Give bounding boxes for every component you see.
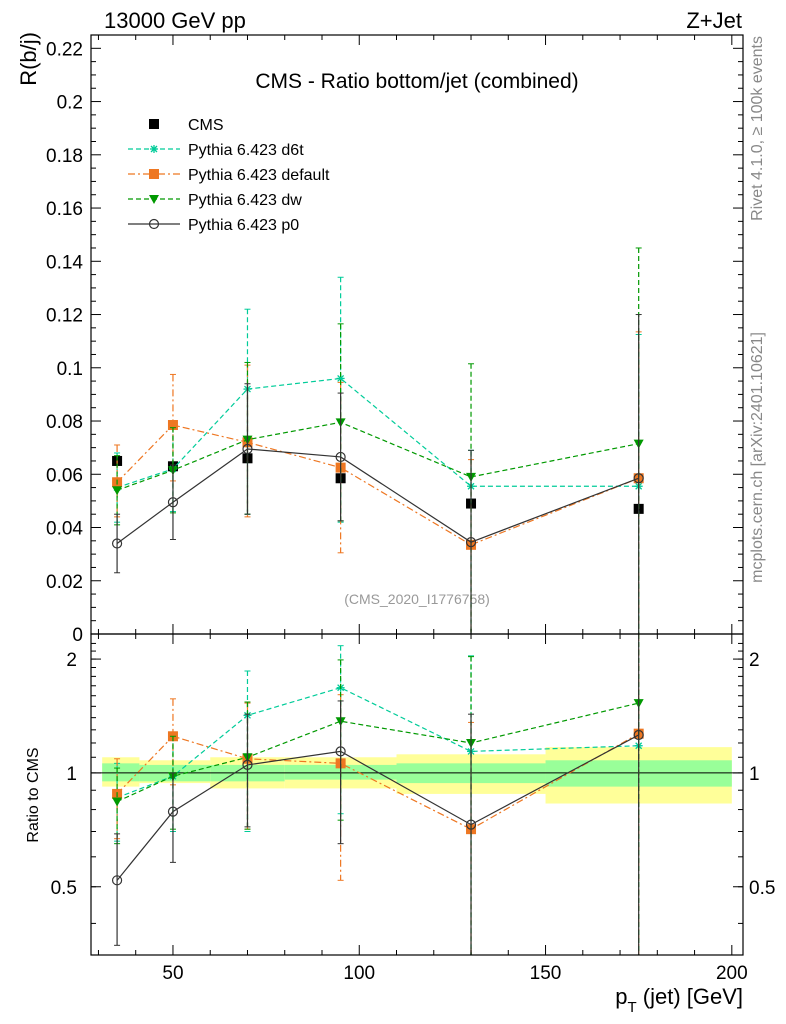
main-y-tick-label: 0.06 [46, 465, 83, 486]
header-energy-label: 13000 GeV pp [104, 8, 246, 33]
legend-entry: Pythia 6.423 d6t [128, 142, 304, 159]
analysis-id-watermark: (CMS_2020_I1776758) [344, 591, 490, 607]
legend-entry: Pythia 6.423 default [128, 167, 330, 184]
legend-marker-swatch [149, 119, 159, 129]
ratio-pythia-6-423-p0-point [167, 806, 179, 817]
legend-label: CMS [188, 117, 224, 134]
main-cms-series [112, 453, 644, 514]
ratio-y-axis-label: Ratio to CMS [25, 747, 42, 842]
plot-marks: 0 0.02 0.04 0.06 0.08 0.1 0.12 0.14 0.16 0.18 0.2 0… [46, 34, 775, 984]
main-pythia-6-423-default-line [116, 424, 639, 546]
ratio-pythia-6-423-p0-line [116, 734, 639, 881]
main-y-tick-label: 0.08 [46, 412, 83, 433]
ratio-y-tick-label-right: 0.5 [749, 878, 775, 899]
main-y-tick-label: 0 [72, 625, 83, 646]
rivet-version-label: Rivet 4.1.0, ≥ 100k events [749, 36, 766, 221]
main-y-tick-label: 0.1 [57, 359, 83, 380]
ratio-pythia-6-423-p0-point [242, 759, 253, 771]
legend-label: Pythia 6.423 d6t [188, 142, 304, 159]
main-y-tick-label: 0.12 [46, 306, 83, 327]
x-axis-label: pT (jet) [GeV] [615, 984, 743, 1016]
ratio-pythia-6-423-p0-point [633, 729, 644, 741]
ratio-y-tick-label-right: 2 [749, 650, 760, 671]
legend-marker-swatch [149, 195, 159, 204]
main-pythia-6-423-p0-line [116, 448, 639, 544]
main-pythia-6-423-p0-point [633, 473, 644, 484]
main-pythia-6-423-d6t-line [116, 377, 639, 489]
ratio-y-tick-label-right: 1 [749, 764, 760, 785]
main-pythia-6-423-p0-point [111, 538, 123, 549]
ratio-y-tick-label: 2 [66, 650, 77, 671]
main-y-tick-label: 0.2 [57, 93, 83, 114]
main-y-axis-label: R(b/j) [16, 32, 41, 86]
main-pythia-6-423-p0-point [242, 443, 253, 455]
main-pythia-6-423-default-series [112, 331, 644, 635]
x-tick-label: 100 [343, 963, 375, 984]
legend-entry: CMS [149, 117, 224, 134]
main-y-tick-label: 0.14 [46, 252, 83, 273]
main-pythia-6-423-p0-series [111, 314, 644, 635]
ratio-pythia-6-423-default-line [116, 733, 639, 830]
main-pythia-6-423-p0-point [167, 497, 179, 508]
legend-marker-swatch [150, 145, 158, 153]
main-pythia-6-423-dw-point [112, 486, 123, 496]
ratio-pythia-6-423-p0-point [465, 819, 477, 830]
legend-label: Pythia 6.423 default [188, 167, 330, 184]
ratio-pythia-6-423-p0-point [335, 746, 346, 757]
ratio-plot-frame [90, 633, 744, 956]
legend-entry: Pythia 6.423 p0 [128, 217, 299, 234]
ratio-y-tick-label: 0.5 [51, 878, 77, 899]
header-process-label: Z+Jet [686, 8, 742, 33]
mcplots-source-label: mcplots.cern.ch [arXiv:2401.10621] [749, 332, 766, 583]
ratio-pythia-6-423-p0-series [111, 633, 644, 956]
ratio-pythia-6-423-p0-point [111, 875, 123, 886]
main-y-tick-label: 0.18 [46, 146, 83, 167]
main-y-tick-label: 0.04 [46, 519, 83, 540]
main-pythia-6-423-p0-point [465, 537, 477, 548]
main-y-tick-label: 0.16 [46, 199, 83, 220]
ratio-pythia-6-423-dw-line [116, 702, 639, 803]
main-y-tick-label: 0.22 [46, 39, 83, 60]
x-tick-label: 200 [716, 963, 748, 984]
main-pythia-6-423-default-point [167, 420, 178, 431]
chart-title: CMS - Ratio bottom/jet (combined) [255, 70, 578, 93]
legend-marker-swatch [149, 169, 159, 179]
main-pythia-6-423-dw-series [112, 247, 644, 635]
main-pythia-6-423-dw-line [116, 421, 639, 491]
main-y-tick-label: 0.02 [46, 572, 83, 593]
legend-marker-swatch [148, 218, 160, 230]
legend-label: Pythia 6.423 p0 [188, 217, 299, 234]
x-tick-label: 150 [530, 963, 562, 984]
legend-label: Pythia 6.423 dw [188, 192, 302, 209]
main-pythia-6-423-d6t-series [113, 276, 643, 635]
ratio-y-tick-label: 1 [66, 764, 77, 785]
main-pythia-6-423-p0-point [335, 451, 346, 463]
ratio-inner-uncertainty-band [102, 763, 140, 782]
legend-entry: Pythia 6.423 dw [128, 192, 302, 209]
x-tick-label: 50 [162, 963, 183, 984]
ratio-pythia-6-423-dw-point [112, 797, 123, 807]
